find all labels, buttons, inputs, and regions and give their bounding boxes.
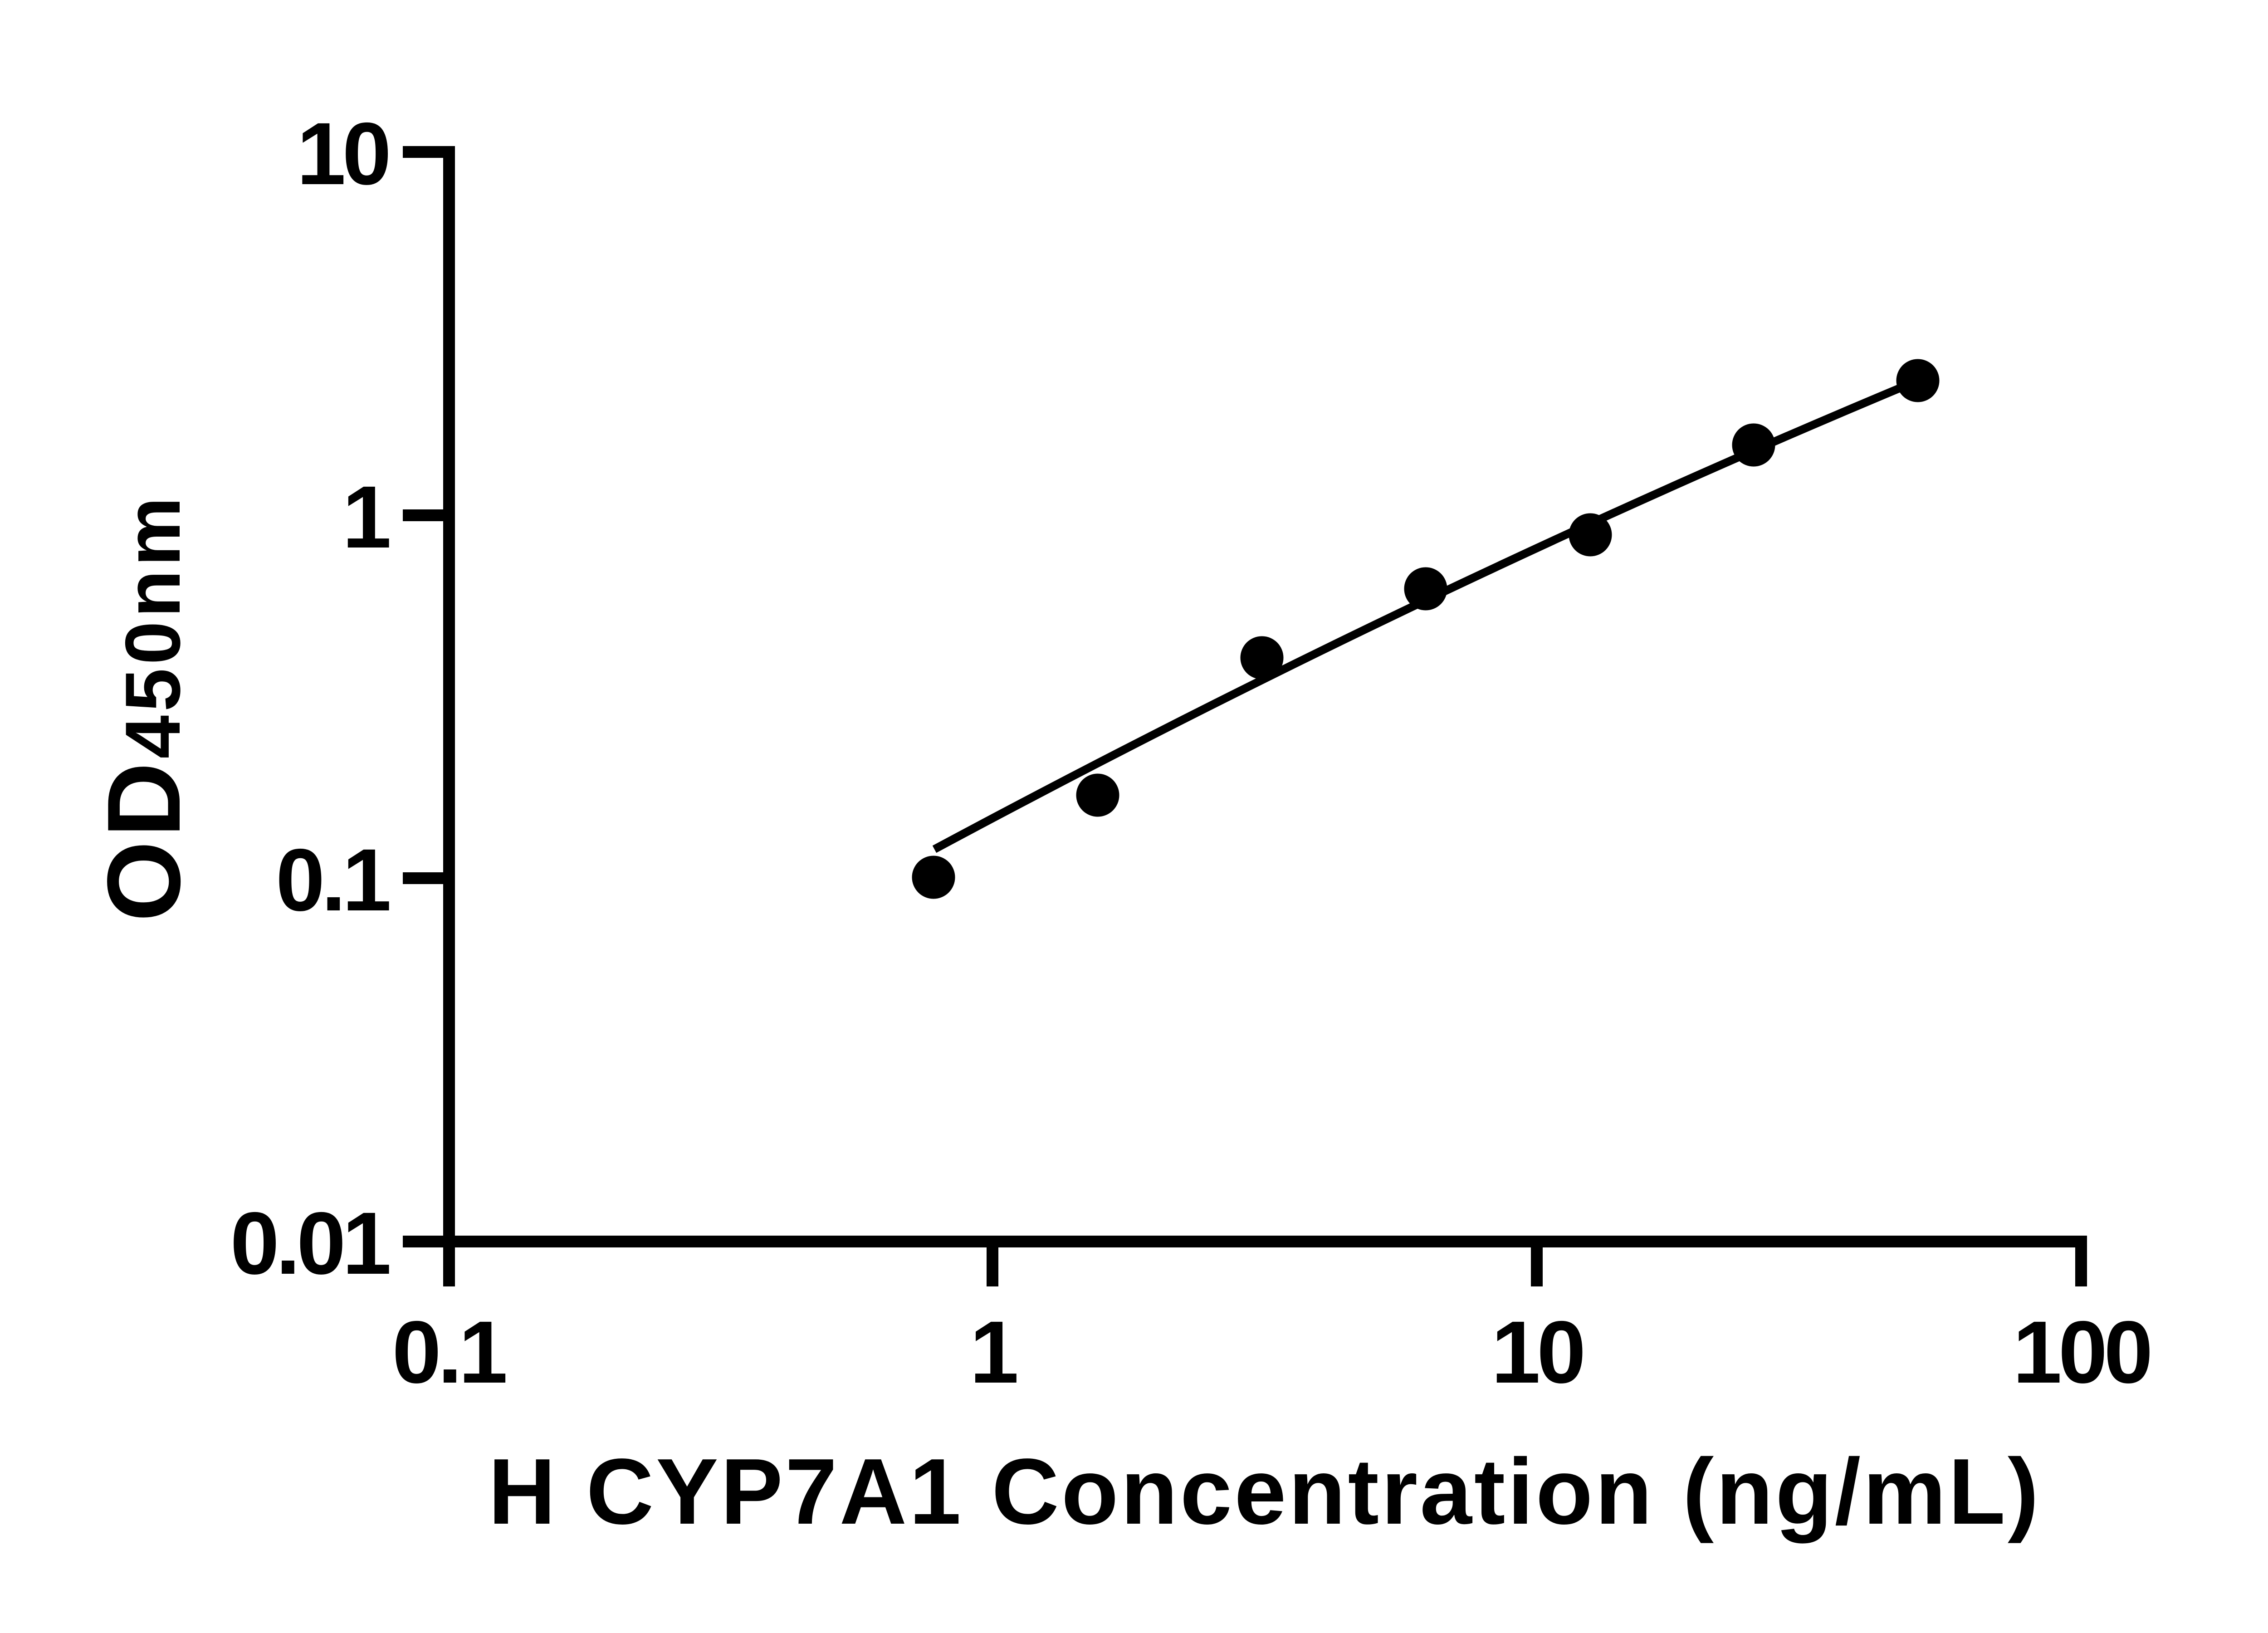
svg-text:0.01: 0.01: [230, 1194, 389, 1293]
svg-text:1: 1: [342, 468, 390, 567]
svg-text:0.1: 0.1: [392, 1303, 506, 1402]
svg-text:1: 1: [970, 1303, 1017, 1402]
svg-text:0.1: 0.1: [276, 831, 390, 929]
svg-text:H CYP7A1 Concentration (ng/mL): H CYP7A1 Concentration (ng/mL): [488, 1439, 2041, 1544]
svg-text:10: 10: [297, 104, 388, 203]
svg-text:10: 10: [1491, 1303, 1583, 1402]
svg-text:100: 100: [2013, 1303, 2150, 1402]
